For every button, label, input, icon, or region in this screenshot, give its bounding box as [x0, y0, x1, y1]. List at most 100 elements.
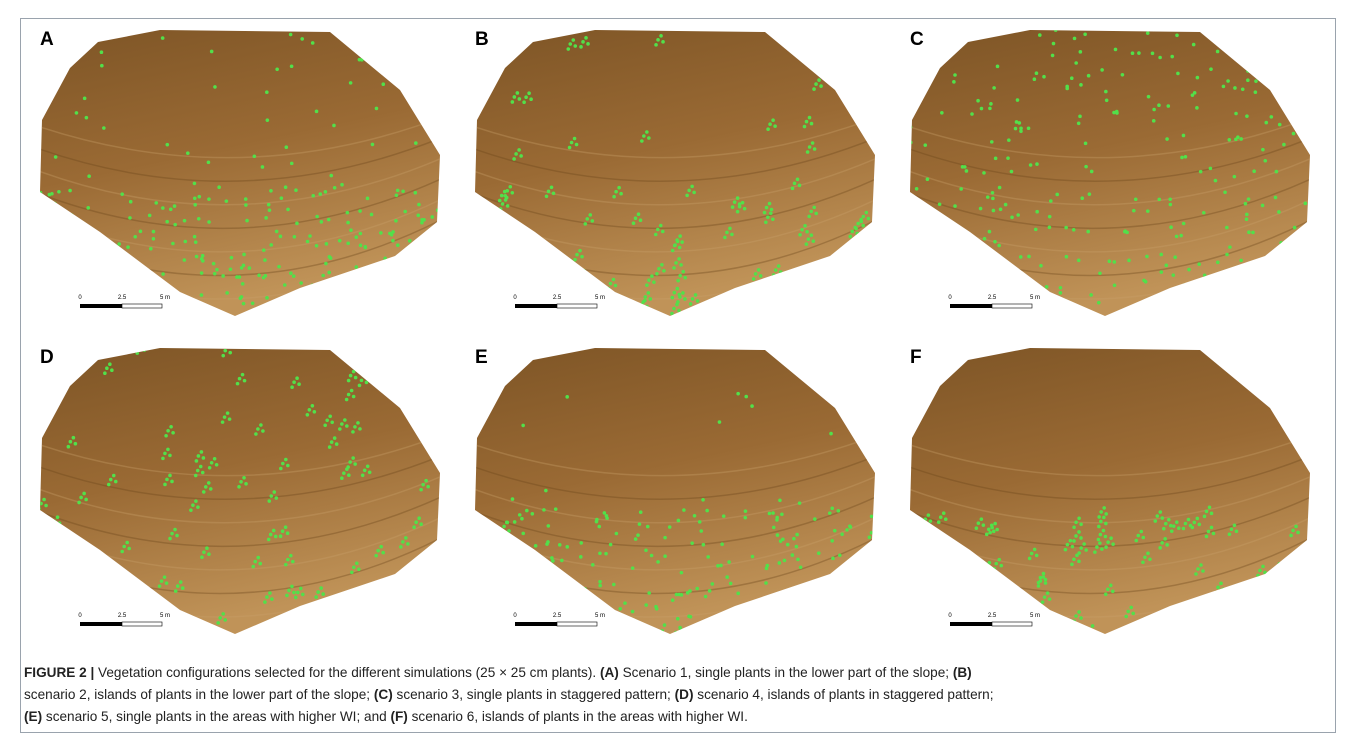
plant: [1216, 261, 1220, 265]
plant: [299, 281, 303, 285]
plant: [850, 230, 854, 234]
plant: [795, 533, 799, 537]
plant: [868, 609, 872, 613]
plant: [347, 379, 351, 383]
plant: [652, 280, 656, 284]
plant: [996, 297, 1000, 301]
plant: [1099, 533, 1103, 537]
plant: [590, 219, 594, 223]
plant: [821, 628, 825, 632]
plant: [479, 602, 483, 606]
plant: [55, 225, 59, 229]
plant: [1292, 268, 1296, 272]
plant: [598, 584, 602, 588]
plant: [999, 207, 1003, 211]
plant: [1199, 170, 1203, 174]
plant: [1070, 76, 1074, 80]
plant: [1261, 148, 1265, 152]
plant: [265, 296, 269, 300]
plant: [1157, 103, 1161, 107]
plant: [1160, 541, 1164, 545]
plant: [990, 567, 994, 571]
plant: [687, 189, 691, 193]
plant: [1134, 197, 1138, 201]
plant: [918, 550, 922, 554]
plant: [736, 196, 740, 200]
plant: [1089, 293, 1093, 297]
plant: [1016, 98, 1020, 102]
plant: [814, 297, 818, 301]
plant: [138, 273, 142, 277]
plant: [644, 603, 648, 607]
plant: [53, 266, 57, 270]
plant: [413, 561, 417, 565]
plant: [965, 169, 969, 173]
plant: [391, 276, 395, 280]
plant: [1114, 48, 1118, 52]
plant: [272, 529, 276, 533]
plant: [692, 191, 696, 195]
plant: [752, 303, 756, 307]
plant: [797, 28, 801, 32]
plant: [807, 215, 811, 219]
plant: [311, 283, 315, 287]
plant: [1304, 202, 1308, 206]
plant: [289, 271, 293, 275]
plant: [581, 612, 585, 616]
plant: [519, 154, 523, 158]
plant: [639, 218, 643, 222]
plant: [381, 551, 385, 555]
plant: [647, 591, 651, 595]
plant: [491, 277, 495, 281]
plant: [919, 242, 923, 246]
plant: [676, 617, 680, 621]
plant: [1048, 597, 1052, 601]
plant: [1203, 515, 1207, 519]
plant: [800, 228, 804, 232]
plant: [637, 212, 641, 216]
page: A02.55 mB02.55 mC02.55 mD02.55 mE02.55 m…: [0, 0, 1358, 754]
plant: [861, 558, 865, 562]
plant: [796, 558, 800, 562]
plant: [985, 565, 989, 569]
plant: [580, 255, 584, 259]
plant: [259, 423, 263, 427]
plant: [287, 589, 291, 593]
scale-white: [992, 304, 1032, 308]
plant: [237, 485, 241, 489]
plant: [399, 545, 403, 549]
plant: [400, 358, 404, 362]
plant: [1182, 623, 1186, 627]
plant: [815, 273, 819, 277]
plant: [1192, 43, 1196, 47]
scale-label: 5 m: [1030, 613, 1040, 619]
plant: [1088, 628, 1092, 632]
plant: [221, 420, 225, 424]
plant: [1233, 86, 1237, 90]
plant: [210, 50, 214, 54]
caption-run: (E): [24, 709, 42, 724]
plant: [1207, 530, 1211, 534]
plant: [676, 240, 680, 244]
plant: [1157, 198, 1161, 202]
plant: [674, 261, 678, 265]
plant: [961, 573, 965, 577]
plant: [353, 425, 357, 429]
plant: [401, 373, 405, 377]
plant: [999, 564, 1003, 568]
plant: [759, 630, 763, 634]
plant: [171, 242, 175, 246]
plant: [931, 39, 935, 43]
plant: [660, 263, 664, 267]
plant: [738, 202, 742, 206]
plant: [495, 289, 499, 293]
plant: [990, 140, 994, 144]
plant: [1077, 122, 1081, 126]
plant: [359, 244, 363, 248]
plant: [986, 195, 990, 199]
plant: [1171, 273, 1175, 277]
plant: [772, 273, 776, 277]
plant: [254, 432, 258, 436]
plant: [539, 252, 543, 256]
plant: [395, 39, 399, 43]
